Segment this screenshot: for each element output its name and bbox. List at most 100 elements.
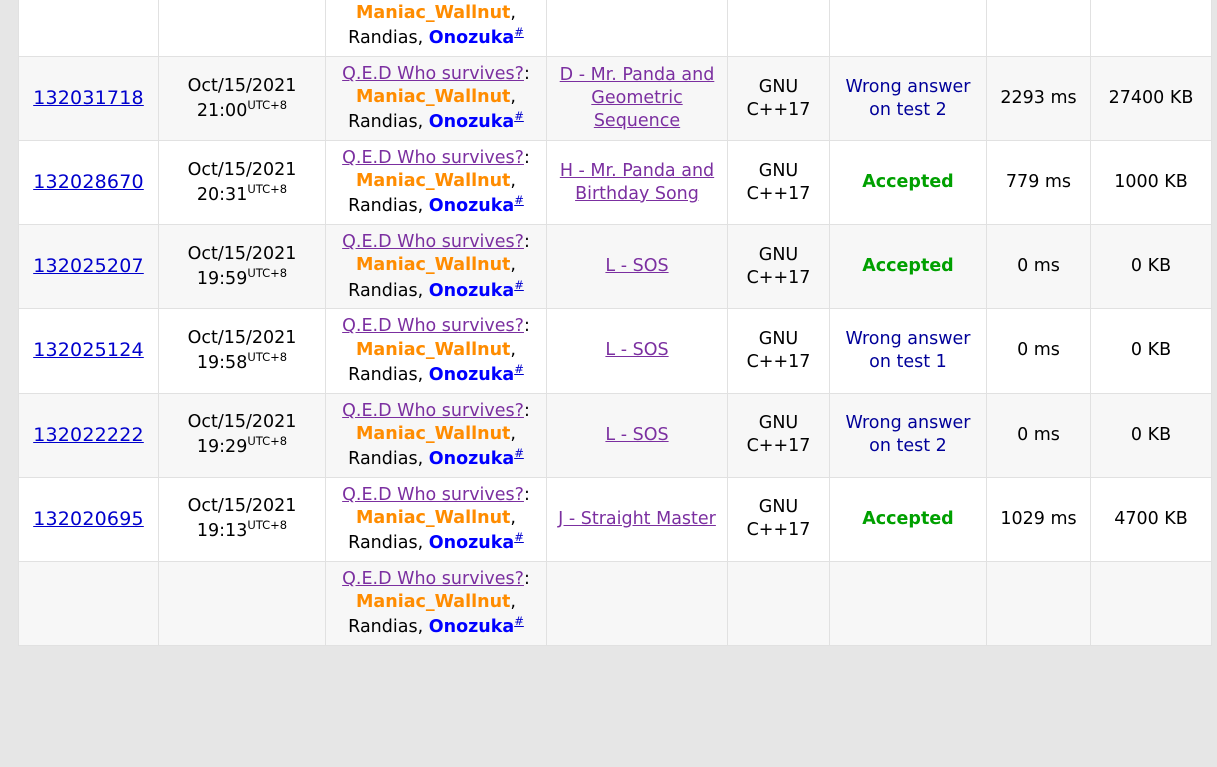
problem-link[interactable]: L - SOS: [605, 256, 669, 277]
handle-onozuka[interactable]: Onozuka: [428, 364, 515, 385]
party-anchor-hash-link[interactable]: #: [514, 109, 524, 124]
submission-id-link[interactable]: 132031718: [33, 87, 144, 110]
handle-maniac-wallnut[interactable]: Maniac_Wallnut: [356, 423, 511, 444]
cell-time: 1029 ms: [986, 476, 1091, 562]
team-separator: :: [523, 400, 530, 421]
cell-when: Oct/15/2021 21:00UTC+8: [158, 56, 326, 142]
team-name-link[interactable]: Q.E.D Who survives?: [342, 64, 524, 85]
cell-when: Oct/15/2021 19:13UTC+8: [158, 476, 326, 562]
problem-link[interactable]: L - SOS: [605, 424, 669, 445]
problem-link[interactable]: J - Straight Master: [558, 508, 716, 529]
member-line-2: Randias, Onozuka#: [330, 278, 542, 303]
team-name-link[interactable]: Q.E.D Who survives?: [342, 484, 524, 505]
member-line-2: Randias, Onozuka#: [330, 109, 542, 134]
team-name-link[interactable]: Q.E.D Who survives?: [342, 316, 524, 337]
submission-id-link[interactable]: 132022222: [33, 423, 144, 446]
problem-link[interactable]: D - Mr. Panda and Geometric Sequence: [559, 65, 715, 132]
submission-id-link[interactable]: 132025207: [33, 255, 144, 278]
handle-comma-1: ,: [510, 3, 516, 24]
submission-timezone: UTC+8: [247, 518, 288, 533]
verdict-text[interactable]: Wrong answer on test 2: [845, 413, 971, 457]
table-row[interactable]: 132020695 Oct/15/2021 19:13UTC+8 Q.E.D Who …: [18, 476, 1212, 562]
team-line: Q.E.D Who survives?:: [330, 400, 542, 423]
cell-time: 779 ms: [986, 140, 1091, 226]
team-separator: :: [523, 484, 530, 505]
party-anchor-hash-link[interactable]: #: [514, 193, 524, 208]
party-anchor-hash-link[interactable]: #: [514, 445, 524, 460]
member-line-1: Maniac_Wallnut,: [330, 170, 542, 193]
handle-maniac-wallnut[interactable]: Maniac_Wallnut: [356, 591, 511, 612]
member-line-2: Randias, Onozuka#: [330, 530, 542, 555]
party-anchor-hash-link[interactable]: #: [514, 613, 524, 628]
submission-time-of-day: 19:58: [196, 352, 248, 373]
handle-randias[interactable]: Randias: [348, 196, 418, 217]
team-name-link[interactable]: Q.E.D Who survives?: [342, 148, 524, 169]
table-row[interactable]: Q.E.D Who survives?:Maniac_Wallnut,Randi…: [18, 0, 1212, 58]
table-row[interactable]: 132028670 Oct/15/2021 20:31UTC+8 Q.E.D Who …: [18, 140, 1212, 226]
cell-verdict: Wrong answer on test 2: [829, 392, 987, 478]
handle-maniac-wallnut[interactable]: Maniac_Wallnut: [356, 339, 511, 360]
handle-onozuka[interactable]: Onozuka: [428, 616, 515, 637]
handle-onozuka[interactable]: Onozuka: [428, 532, 515, 553]
team-name-link[interactable]: Q.E.D Who survives?: [342, 232, 524, 253]
handle-onozuka[interactable]: Onozuka: [428, 280, 515, 301]
team-name-link[interactable]: Q.E.D Who survives?: [342, 400, 524, 421]
handle-comma-2: ,: [417, 280, 424, 301]
submission-time-of-day: 19:13: [196, 521, 248, 542]
cell-problem: [546, 0, 728, 58]
handle-randias[interactable]: Randias: [348, 448, 418, 469]
handle-randias[interactable]: Randias: [348, 616, 418, 637]
handle-maniac-wallnut[interactable]: Maniac_Wallnut: [356, 87, 511, 108]
handle-maniac-wallnut[interactable]: Maniac_Wallnut: [356, 255, 511, 276]
handle-randias[interactable]: Randias: [348, 364, 418, 385]
submission-id-link[interactable]: 132020695: [33, 507, 144, 530]
submission-id-link[interactable]: 132028670: [33, 171, 144, 194]
team-name-link[interactable]: Q.E.D Who survives?: [342, 568, 524, 589]
submission-date: Oct/15/2021: [187, 243, 297, 264]
cell-language: GNU C++17: [727, 56, 830, 142]
problem-link[interactable]: H - Mr. Panda and Birthday Song: [559, 160, 715, 204]
handle-maniac-wallnut[interactable]: Maniac_Wallnut: [356, 507, 511, 528]
verdict-text[interactable]: Accepted: [862, 508, 954, 529]
handle-randias[interactable]: Randias: [348, 532, 418, 553]
table-row[interactable]: 132031718 Oct/15/2021 21:00UTC+8 Q.E.D Who …: [18, 56, 1212, 142]
handle-randias[interactable]: Randias: [348, 112, 418, 133]
submission-id-link[interactable]: 132025124: [33, 339, 144, 362]
handle-comma-1: ,: [510, 255, 516, 276]
cell-verdict: Wrong answer on test 2: [829, 56, 987, 142]
team-line: Q.E.D Who survives?:: [330, 231, 542, 254]
handle-onozuka[interactable]: Onozuka: [428, 28, 515, 49]
table-row[interactable]: 132025207 Oct/15/2021 19:59UTC+8 Q.E.D Who …: [18, 224, 1212, 310]
party-anchor-hash-link[interactable]: #: [514, 25, 524, 40]
team-line: Q.E.D Who survives?:: [330, 484, 542, 507]
table-row[interactable]: Q.E.D Who survives?:Maniac_Wallnut,Randi…: [18, 560, 1212, 646]
handle-onozuka[interactable]: Onozuka: [428, 448, 515, 469]
team-separator: :: [523, 232, 530, 253]
team-separator: :: [523, 148, 530, 169]
party-anchor-hash-link[interactable]: #: [514, 277, 524, 292]
problem-link[interactable]: L - SOS: [605, 340, 669, 361]
handle-comma-2: ,: [417, 532, 424, 553]
table-row[interactable]: 132025124 Oct/15/2021 19:58UTC+8 Q.E.D Who …: [18, 308, 1212, 394]
cell-language: GNU C++17: [727, 392, 830, 478]
submission-date: Oct/15/2021: [187, 496, 297, 517]
verdict-text[interactable]: Wrong answer on test 1: [845, 328, 971, 372]
party-anchor-hash-link[interactable]: #: [514, 529, 524, 544]
verdict-text[interactable]: Accepted: [862, 256, 954, 277]
cell-who: Q.E.D Who survives?:Maniac_Wallnut,Randi…: [325, 224, 547, 310]
table-row[interactable]: 132022222 Oct/15/2021 19:29UTC+8 Q.E.D Who …: [18, 392, 1212, 478]
handle-onozuka[interactable]: Onozuka: [428, 112, 515, 133]
handle-maniac-wallnut[interactable]: Maniac_Wallnut: [356, 171, 511, 192]
handle-comma-1: ,: [510, 87, 516, 108]
submission-time-line: 21:00UTC+8: [197, 98, 287, 121]
verdict-text[interactable]: Wrong answer on test 2: [845, 76, 971, 120]
verdict-text[interactable]: Accepted: [862, 172, 954, 193]
submission-date: Oct/15/2021: [187, 327, 297, 348]
party-anchor-hash-link[interactable]: #: [514, 361, 524, 376]
handle-onozuka[interactable]: Onozuka: [428, 196, 515, 217]
cell-problem: J - Straight Master: [546, 476, 728, 562]
handle-maniac-wallnut[interactable]: Maniac_Wallnut: [356, 3, 511, 24]
team-separator: :: [523, 316, 530, 337]
handle-randias[interactable]: Randias: [348, 280, 418, 301]
handle-randias[interactable]: Randias: [348, 28, 418, 49]
